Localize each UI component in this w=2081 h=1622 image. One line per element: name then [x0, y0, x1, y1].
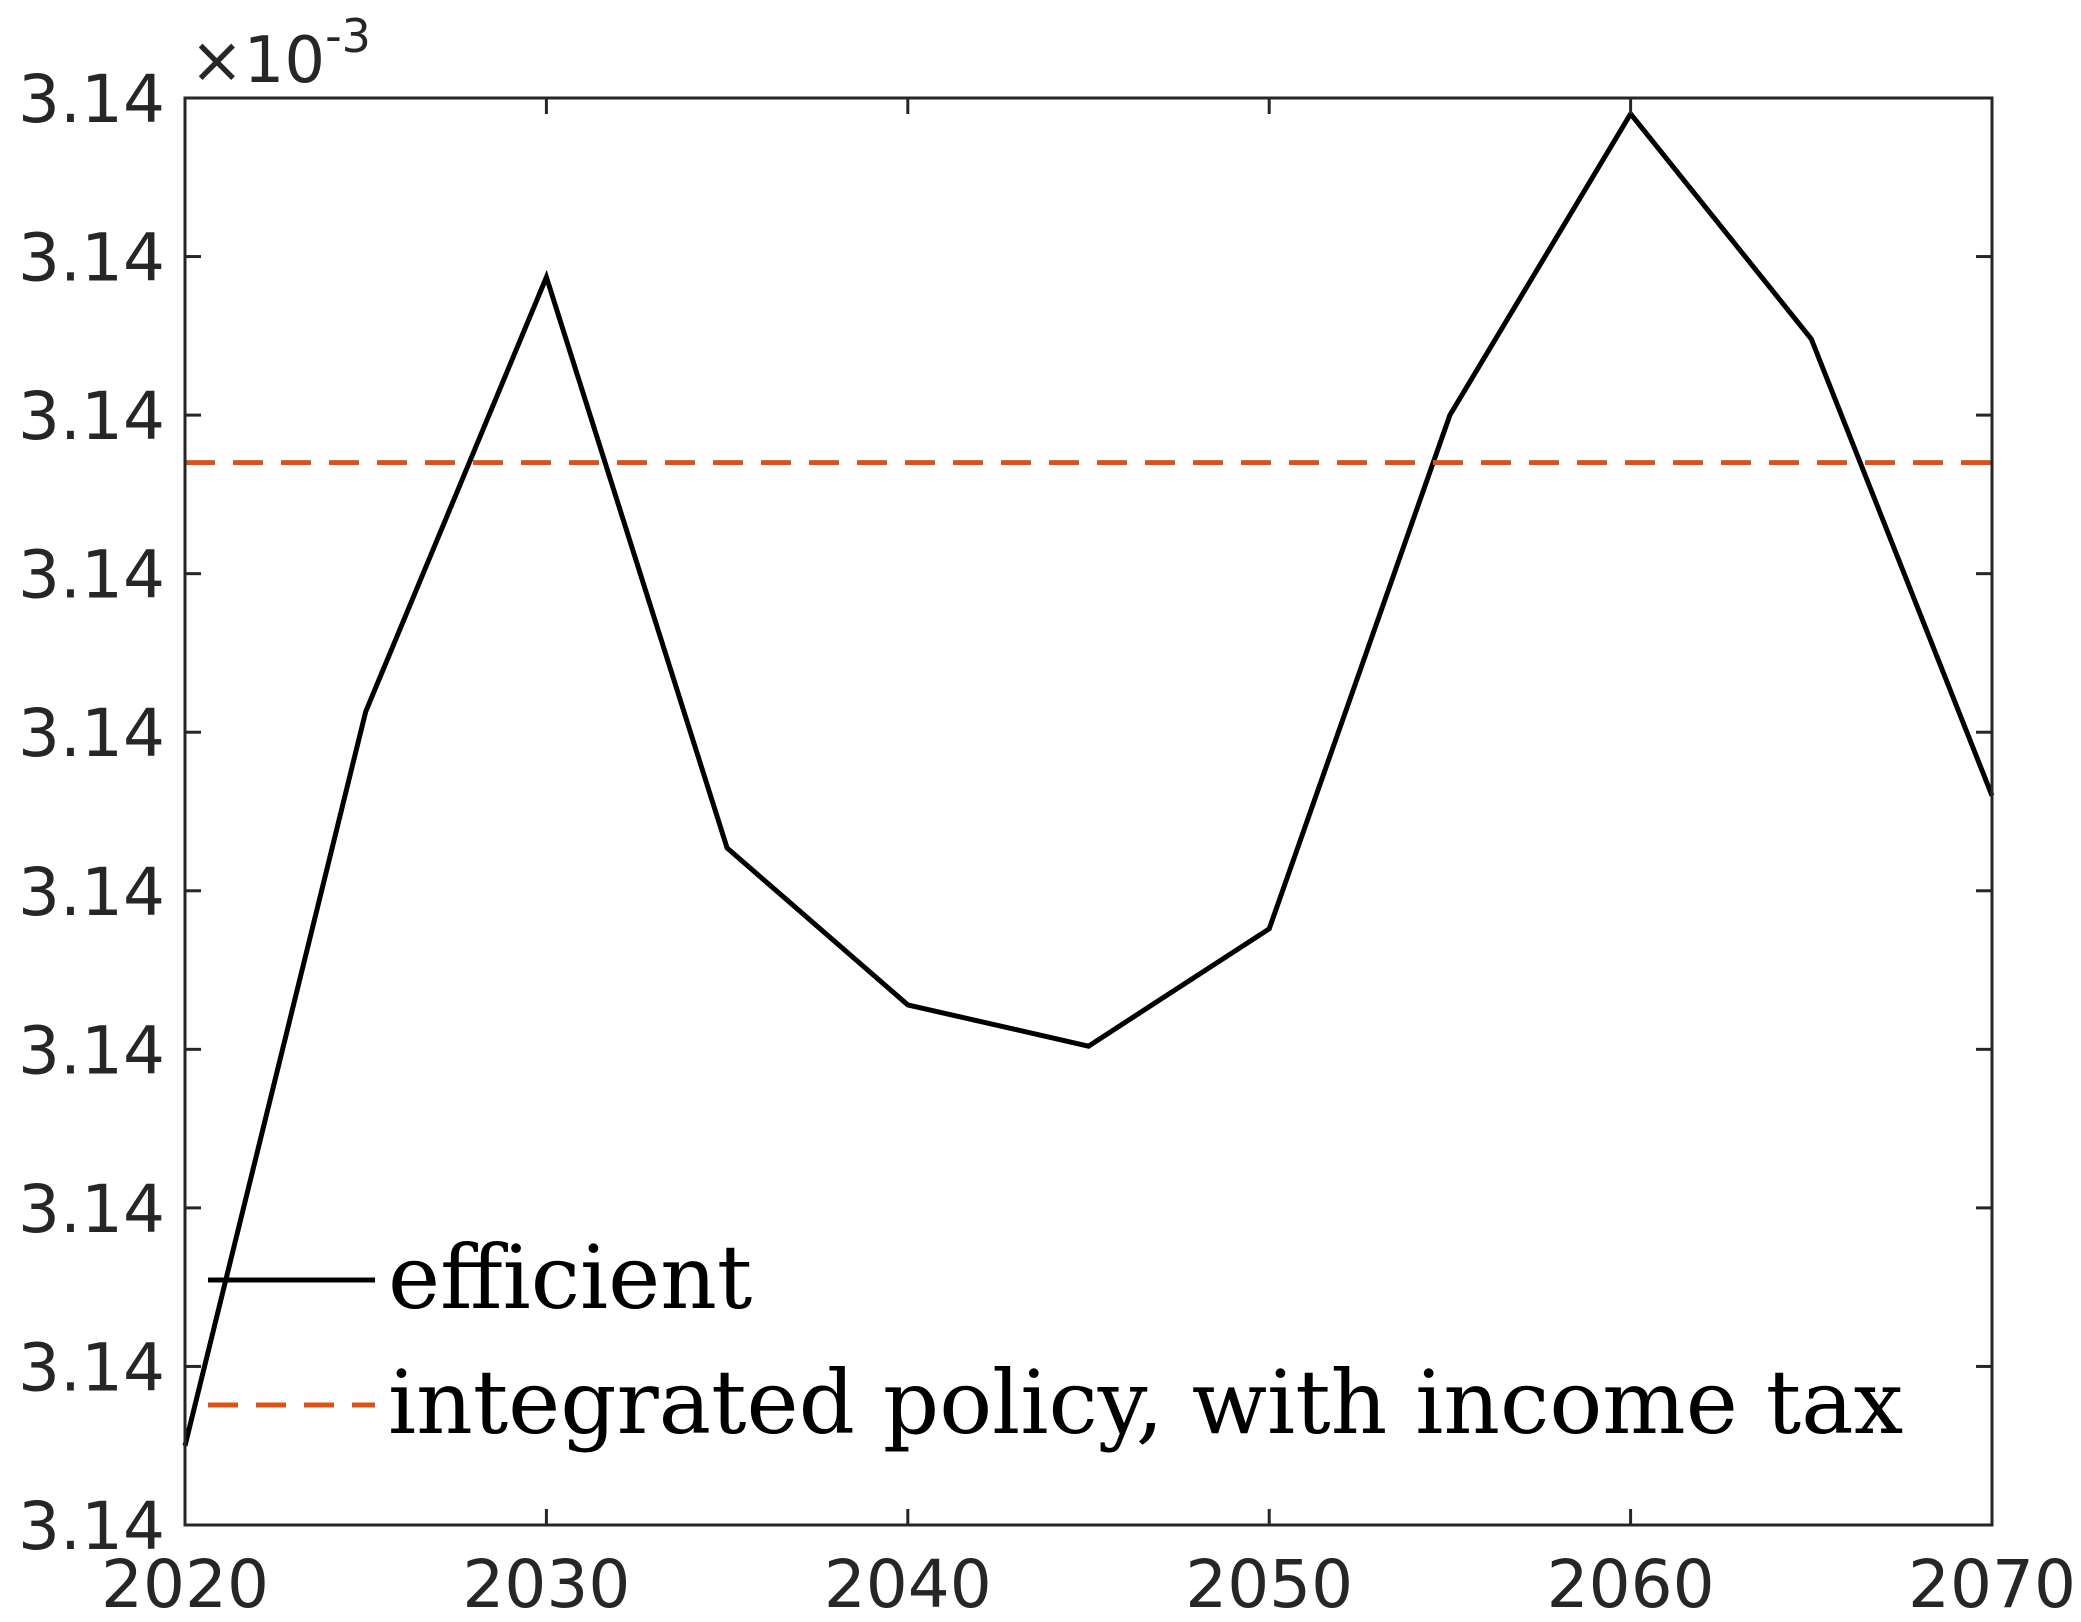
axes-frame	[183, 96, 1994, 1527]
x-tick-label: 2070	[1908, 1546, 2076, 1622]
y-tick-label: 3.14	[18, 61, 165, 138]
y-tick-label: 3.14	[18, 1171, 165, 1248]
x-tick-labels: 2020 2030 2040 2050 2060 2070	[101, 1546, 2076, 1622]
series-line-1	[182, 109, 1995, 1447]
legend-label-2: integrated policy, with income tax	[388, 1351, 1903, 1454]
x-tick-label: 2060	[1547, 1546, 1715, 1622]
y-tick-label: 3.14	[18, 1329, 165, 1406]
legend: efficient integrated policy, with income …	[208, 1226, 1903, 1454]
y-tick-label: 3.14	[18, 854, 165, 931]
y-axis-exponent-base: ×10	[190, 24, 325, 98]
x-tick-label: 2030	[462, 1546, 630, 1622]
x-tick-label: 2040	[824, 1546, 992, 1622]
y-tick-label: 3.14	[18, 1012, 165, 1089]
x-tick-label: 2020	[101, 1546, 269, 1622]
x-tick-label: 2050	[1185, 1546, 1353, 1622]
y-tick-label: 3.14	[18, 695, 165, 772]
y-tick-labels: 3.14 3.14 3.14 3.14 3.14 3.14 3.14 3.14 3.14 3.14	[18, 61, 165, 1565]
y-tick-label: 3.14	[18, 378, 165, 455]
tick-marks	[183, 96, 1994, 1527]
legend-label-1: efficient	[388, 1226, 752, 1329]
y-tick-label: 3.14	[18, 537, 165, 614]
y-axis-exponent: ×10-3	[190, 9, 371, 98]
y-tick-label: 3.14	[18, 220, 165, 297]
y-axis-exponent-power: -3	[325, 9, 371, 63]
y-tick-label: 3.14	[18, 1488, 165, 1565]
series-layer	[182, 109, 1995, 1447]
